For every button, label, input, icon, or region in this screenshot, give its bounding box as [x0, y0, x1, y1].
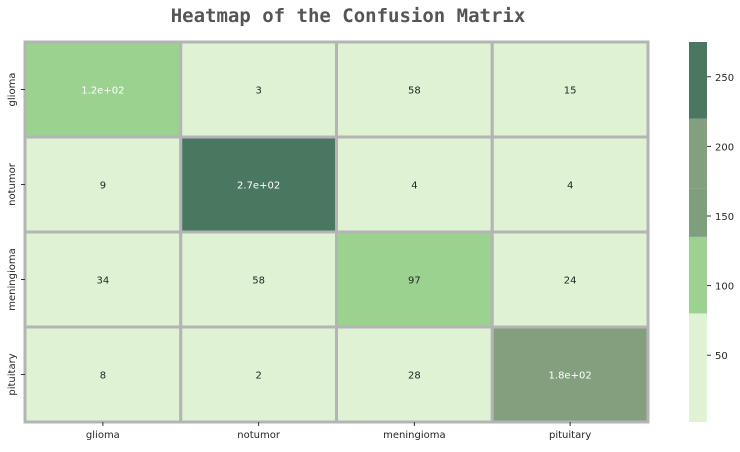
heatmap-cell — [490, 325, 650, 424]
y-tick-label: notumor — [7, 162, 18, 206]
heatmap-cell — [179, 40, 338, 139]
cell-value-label: 97 — [408, 276, 421, 287]
colorbar-segment — [689, 188, 707, 237]
cell-value-label: 2 — [255, 371, 261, 382]
colorbar: 50 100 150 200 250 — [689, 42, 734, 422]
cell-value-label: 58 — [408, 86, 421, 97]
cell-value-label: 9 — [100, 181, 106, 192]
colorbar-tick-label: 50 — [715, 351, 728, 362]
y-tick-label: meningioma — [7, 248, 18, 310]
y-tick-label: pituitary — [7, 353, 18, 395]
y-axis: glioma notumor meningioma pituitary — [7, 73, 25, 396]
y-tick-label: glioma — [7, 73, 18, 107]
heatmap-cell — [490, 230, 650, 329]
cell-value-label: 2.7e+02 — [237, 181, 280, 192]
x-axis: glioma notumor meningioma pituitary — [86, 422, 591, 441]
x-tick-label: notumor — [237, 430, 281, 441]
cell-value-label: 1.8e+02 — [549, 371, 592, 382]
cell-value-label: 34 — [97, 276, 110, 287]
colorbar-segment — [689, 313, 707, 422]
cell-value-label: 28 — [408, 371, 421, 382]
colorbar-segment — [689, 236, 707, 314]
cell-value-label: 15 — [564, 86, 577, 97]
x-tick-label: pituitary — [549, 430, 591, 441]
colorbar-segment — [689, 42, 707, 119]
heatmap-cell — [179, 135, 338, 234]
colorbar-tick-label: 150 — [715, 212, 734, 223]
x-tick-label: glioma — [86, 430, 120, 441]
cell-value-label: 4 — [567, 181, 573, 192]
colorbar-segment — [689, 118, 707, 189]
cell-value-labels: 1.2e+02 3 58 15 9 2.7e+02 4 4 34 58 97 24 8 2 28 1.8e+0… — [81, 86, 591, 382]
cell-value-label: 24 — [564, 276, 577, 287]
heatmap-cell — [490, 40, 650, 139]
heatmap-cell — [179, 230, 338, 329]
cell-value-label: 58 — [252, 276, 265, 287]
cell-value-label: 4 — [411, 181, 417, 192]
cell-value-label: 3 — [255, 86, 261, 97]
heatmap-cells — [23, 40, 650, 424]
cell-value-label: 8 — [100, 371, 106, 382]
x-tick-label: meningioma — [383, 430, 445, 441]
heatmap-cell — [179, 325, 338, 424]
colorbar-tick-label: 100 — [715, 282, 734, 293]
colorbar-tick-label: 200 — [715, 142, 734, 153]
chart-title: Heatmap of the Confusion Matrix — [171, 5, 526, 27]
cell-value-label: 1.2e+02 — [81, 86, 124, 97]
colorbar-tick-label: 250 — [715, 73, 734, 84]
heatmap-cell — [490, 135, 650, 234]
